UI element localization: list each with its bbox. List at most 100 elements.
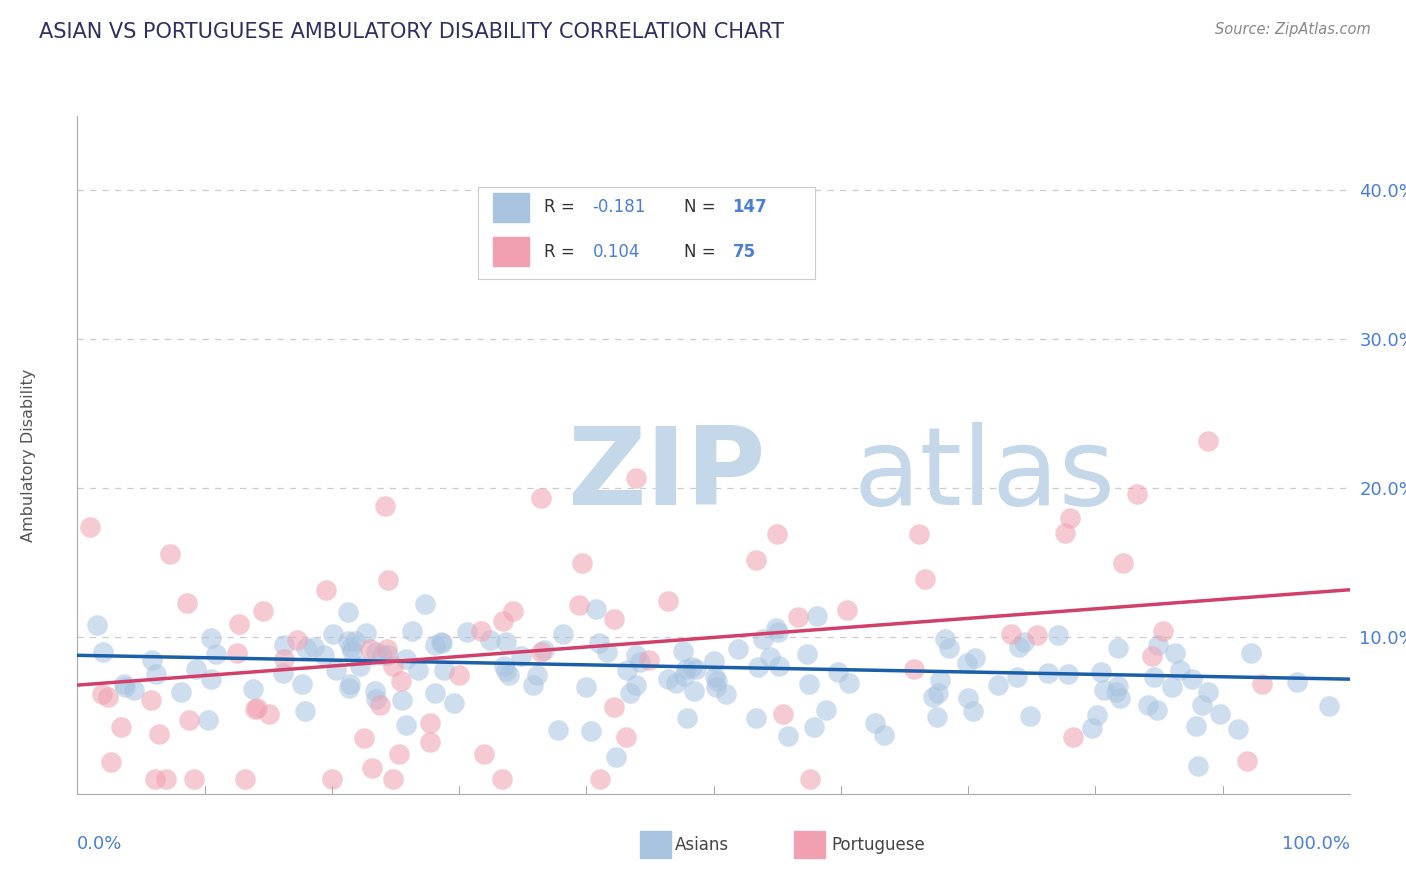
Point xyxy=(957,691,980,706)
Point xyxy=(1085,708,1108,723)
Point xyxy=(395,652,418,666)
Point xyxy=(589,772,612,786)
Point xyxy=(321,772,343,786)
Point xyxy=(796,648,818,662)
Point xyxy=(443,696,465,710)
Point xyxy=(456,625,478,640)
Bar xyxy=(494,237,529,266)
Point xyxy=(1250,677,1272,691)
Point xyxy=(614,730,637,744)
Point xyxy=(86,617,108,632)
FancyBboxPatch shape xyxy=(478,187,815,278)
Point xyxy=(395,718,418,732)
Point xyxy=(575,681,598,695)
Point xyxy=(1057,667,1080,681)
Point xyxy=(1184,719,1206,733)
Point xyxy=(522,678,544,692)
Point xyxy=(177,713,200,727)
Point xyxy=(1107,679,1129,693)
Point xyxy=(391,693,413,707)
Point xyxy=(273,652,295,666)
Point xyxy=(727,641,749,656)
Point xyxy=(987,678,1010,692)
Point xyxy=(112,677,135,691)
Point xyxy=(1036,666,1059,681)
Point xyxy=(838,675,860,690)
Point xyxy=(155,772,177,786)
Point xyxy=(815,703,838,717)
Point xyxy=(1012,634,1035,648)
Point xyxy=(1025,628,1047,642)
Point xyxy=(337,634,360,648)
Point xyxy=(148,727,170,741)
Point xyxy=(205,647,228,661)
Point xyxy=(91,687,114,701)
Point xyxy=(772,707,794,722)
Point xyxy=(170,685,193,699)
Point xyxy=(91,645,114,659)
Text: N =: N = xyxy=(685,243,721,260)
Point xyxy=(675,710,697,724)
Point xyxy=(1168,664,1191,678)
Point xyxy=(903,662,925,676)
Point xyxy=(835,603,858,617)
Point xyxy=(1053,525,1076,540)
Point xyxy=(806,609,828,624)
Point xyxy=(510,649,533,664)
Point xyxy=(124,683,146,698)
Point xyxy=(259,706,281,721)
Point xyxy=(294,641,316,656)
Point xyxy=(339,640,361,655)
Point xyxy=(381,772,404,786)
Point xyxy=(925,710,948,724)
Point xyxy=(423,686,446,700)
Point xyxy=(675,663,697,677)
Point xyxy=(624,678,647,692)
Point xyxy=(294,705,316,719)
Point xyxy=(377,641,399,656)
Text: -0.181: -0.181 xyxy=(593,199,645,217)
Point xyxy=(1008,640,1031,654)
Point xyxy=(934,632,956,646)
Point xyxy=(938,641,960,656)
Point xyxy=(382,659,405,673)
Text: R =: R = xyxy=(544,243,581,260)
Point xyxy=(766,527,789,541)
Point xyxy=(502,604,524,618)
Point xyxy=(495,634,517,648)
Point xyxy=(285,633,308,648)
Point xyxy=(1107,640,1129,655)
Point xyxy=(336,605,359,619)
Text: ASIAN VS PORTUGUESE AMBULATORY DISABILITY CORRELATION CHART: ASIAN VS PORTUGUESE AMBULATORY DISABILIT… xyxy=(39,22,785,42)
Text: 0.104: 0.104 xyxy=(593,243,640,260)
Point xyxy=(79,520,101,534)
Point xyxy=(616,663,638,677)
Point xyxy=(619,686,641,700)
Point xyxy=(581,723,603,738)
Point xyxy=(665,676,688,690)
Point xyxy=(314,648,336,662)
Point xyxy=(745,553,768,567)
Point xyxy=(377,574,399,588)
Point xyxy=(143,772,166,786)
Point xyxy=(97,690,120,704)
Point xyxy=(1209,706,1232,721)
Point xyxy=(364,691,387,706)
Point xyxy=(419,735,441,749)
Point xyxy=(325,663,347,677)
Point xyxy=(681,660,703,674)
Point xyxy=(492,615,515,629)
Point xyxy=(1094,683,1116,698)
Point xyxy=(1236,755,1258,769)
Point xyxy=(364,684,387,698)
Text: Asians: Asians xyxy=(675,836,728,854)
Point xyxy=(745,711,768,725)
Point xyxy=(233,772,256,786)
Point xyxy=(349,659,371,673)
Point xyxy=(491,772,513,786)
Point xyxy=(1181,672,1204,686)
Point xyxy=(914,573,936,587)
Point xyxy=(271,666,294,681)
Point xyxy=(533,643,555,657)
Point xyxy=(1140,648,1163,663)
